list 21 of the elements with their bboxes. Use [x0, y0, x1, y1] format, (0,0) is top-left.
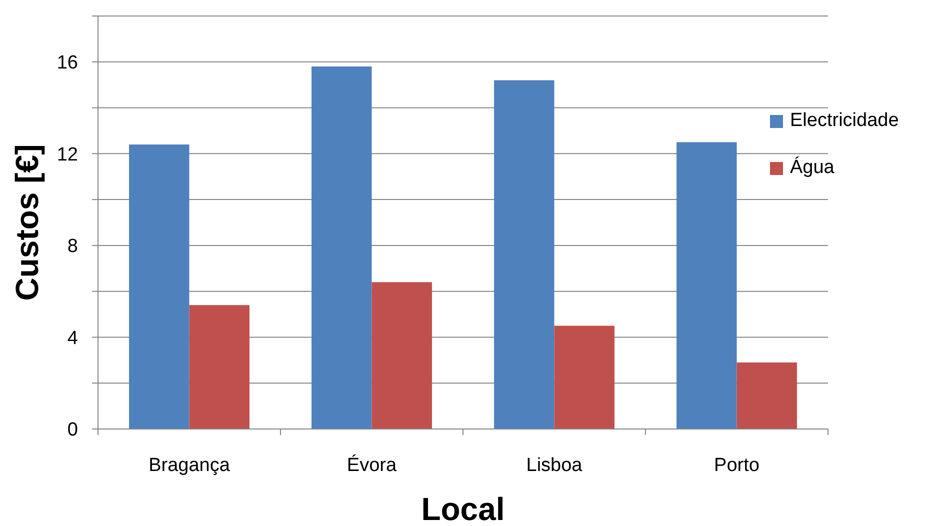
bar	[372, 282, 432, 429]
x-axis-title: Local	[421, 491, 505, 526]
x-tick-label: Évora	[346, 454, 397, 476]
bar	[554, 326, 614, 429]
y-tick-label: 8	[67, 236, 78, 258]
x-tick-label: Porto	[714, 455, 760, 476]
bar	[494, 80, 554, 429]
legend-label: Electricidade	[790, 110, 899, 131]
y-tick-label: 0	[67, 420, 78, 441]
x-tick-label: Lisboa	[526, 455, 583, 476]
bar	[736, 362, 797, 429]
bar	[129, 144, 190, 429]
bar	[676, 142, 737, 429]
x-tick-label: Bragança	[148, 455, 230, 476]
bar	[189, 305, 250, 429]
legend-label: Água	[790, 156, 835, 178]
y-tick-label: 12	[56, 144, 78, 166]
bar	[312, 66, 372, 429]
y-tick-label: 16	[56, 52, 78, 74]
y-axis-title: Custos [€]	[9, 144, 45, 301]
y-tick-label: 4	[67, 328, 78, 349]
